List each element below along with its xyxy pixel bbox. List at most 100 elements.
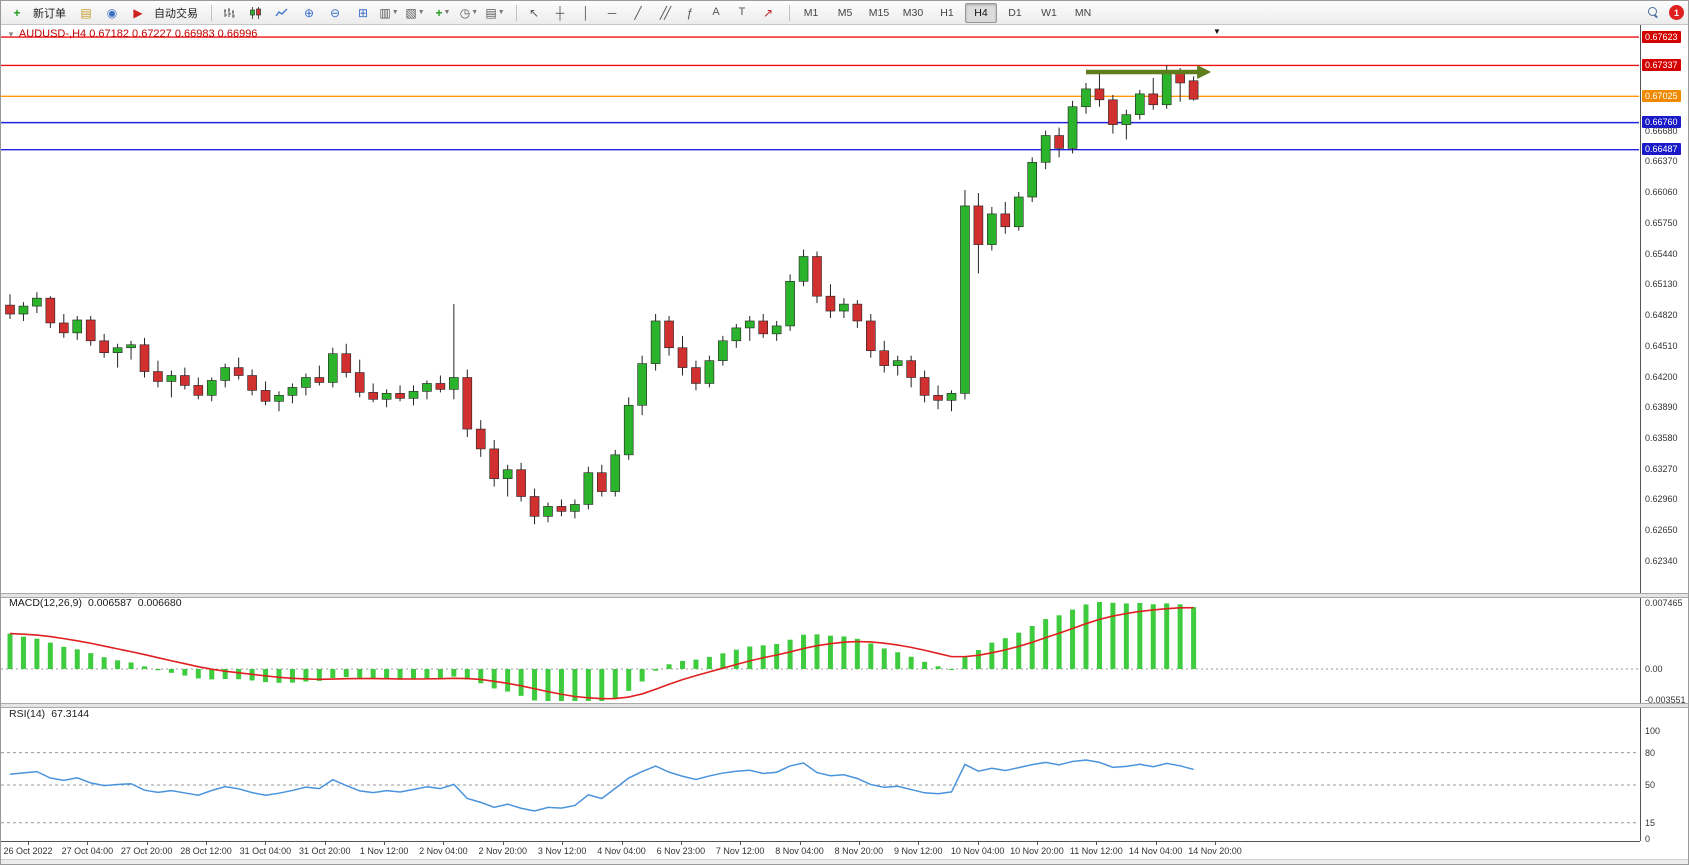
new-order-label[interactable]: 新订单 (33, 7, 66, 20)
toolbar-separator (516, 4, 517, 21)
timeframe-button-h4[interactable]: H4 (965, 2, 997, 23)
panel-divider[interactable] (1, 703, 1688, 708)
price-axis-label: 0.65750 (1645, 217, 1678, 228)
price-axis-label: 0.62960 (1645, 494, 1678, 505)
trend-arrow-head (1197, 65, 1212, 80)
profiles-icon: ▧ (405, 5, 417, 20)
toolbar-right-group: 1 (1641, 3, 1686, 22)
vertical-line-icon: │ (582, 5, 590, 20)
autotrading-button[interactable]: ▶ (126, 3, 150, 22)
time-axis-tick (621, 842, 623, 845)
collapse-arrow-icon[interactable]: ▼ (7, 29, 15, 39)
time-axis-tick (502, 842, 504, 845)
time-axis-tick (740, 842, 742, 845)
candlestick-icon (249, 6, 261, 19)
tile-windows-button[interactable]: ⊞ (351, 3, 375, 22)
price-axis-label: 0.64510 (1645, 340, 1678, 351)
time-axis-tick (680, 842, 682, 845)
arrows-button[interactable]: ↗ (756, 3, 780, 22)
time-axis-tick (146, 842, 148, 845)
time-axis-tick (28, 842, 29, 845)
profiles-button[interactable]: ▧ ▼ (403, 3, 427, 22)
price-axis-label: 50 (1645, 780, 1656, 790)
chart-title: ▼ AUDUSD-,H4 0.67182 0.67227 0.66983 0.6… (7, 28, 257, 40)
timeframe-button-mn[interactable]: MN (1074, 6, 1092, 19)
vertical-line-button[interactable]: │ (574, 3, 598, 22)
timeframe-button-m15[interactable]: M15 (868, 6, 890, 19)
text-label-button[interactable]: T (730, 3, 754, 22)
horizontal-line-button[interactable]: ─ (600, 3, 624, 22)
time-axis[interactable]: 26 Oct 2022 27 Oct 04:00 27 Oct 20:00 28 Oc… (1, 841, 1640, 860)
scroll-to-end-icon[interactable]: ▼ (1213, 27, 1221, 36)
timeframe-button-m5[interactable]: M5 (837, 6, 853, 19)
market-watch-icon: ▤ (80, 5, 92, 20)
market-watch-button[interactable]: ▤ (74, 3, 98, 22)
time-axis-label: 6 Nov 23:00 (656, 846, 706, 856)
line-chart-type-button[interactable] (269, 3, 293, 22)
clock-icon: ◷ (459, 5, 471, 20)
new-order-icon: + (13, 5, 21, 20)
time-axis-tick (1215, 842, 1216, 845)
price-axis[interactable]: 0.66680 0.66370 0.66060 0.65750 0.65440 0.651… (1640, 25, 1688, 844)
timeframe-row: M1 M5 M15 M30 H1 H4 D1 W1 MN (795, 2, 1099, 23)
time-axis-tick (87, 842, 89, 845)
caret-down-icon: ▼ (443, 9, 451, 16)
time-axis-label: 2 Nov 04:00 (419, 846, 468, 856)
new-chart-button[interactable]: ▥ ▼ (377, 3, 401, 22)
rsi-label: RSI(14) (9, 708, 46, 720)
channel-button[interactable]: ╱╱ (652, 3, 676, 22)
time-axis-tick (324, 842, 326, 845)
time-axis-label: 28 Oct 12:00 (180, 846, 232, 856)
autotrading-label[interactable]: 自动交易 (154, 7, 198, 20)
caret-down-icon: ▼ (471, 9, 479, 16)
periods-button[interactable]: ◷ ▼ (457, 3, 481, 22)
time-axis-label: 10 Nov 20:00 (1010, 846, 1064, 856)
indicators-button[interactable]: + ▼ (431, 3, 455, 22)
panel-divider[interactable] (1, 593, 1688, 598)
bar-chart-type-button[interactable] (217, 3, 241, 22)
trendline-button[interactable]: ╱ (626, 3, 650, 22)
price-level-chip: 0.67025 (1642, 89, 1681, 102)
price-axis-label: 0.64820 (1645, 310, 1678, 321)
zoom-out-icon: ⊖ (329, 5, 341, 20)
price-axis-label: 15 (1645, 817, 1656, 828)
price-axis-label: -0.003551 (1645, 695, 1686, 706)
zoom-out-button[interactable]: ⊖ (323, 3, 347, 22)
price-axis-label: 0.00 (1645, 664, 1663, 674)
text-button[interactable]: A (704, 3, 728, 22)
timeframe-button-m30[interactable]: M30 (902, 6, 924, 19)
templates-button[interactable]: ▤ ▼ (483, 3, 507, 22)
time-axis-tick (858, 842, 860, 845)
price-axis-label: 0.63270 (1645, 463, 1678, 474)
time-axis-label: 2 Nov 20:00 (478, 846, 528, 856)
price-axis-label: 0.66680 (1645, 125, 1678, 136)
rsi-label-row: RSI(14) 67.3144 (9, 708, 89, 720)
price-axis-label: 0.66060 (1645, 187, 1678, 198)
notification-badge[interactable]: 1 (1669, 5, 1684, 20)
terminal-button[interactable]: ◉ (100, 3, 124, 22)
timeframe-button-m1[interactable]: M1 (803, 6, 819, 19)
rsi-value: 67.3144 (51, 708, 90, 720)
candlestick-type-button[interactable] (243, 3, 267, 22)
fibonacci-button[interactable]: ƒ (678, 3, 702, 22)
time-axis-tick (1155, 842, 1157, 845)
crosshair-button[interactable]: ┼ (548, 3, 572, 22)
time-axis-label: 7 Nov 12:00 (715, 846, 765, 856)
cursor-button[interactable]: ↖ (522, 3, 546, 22)
timeframe-button-w1[interactable]: W1 (1041, 6, 1057, 19)
price-axis-label: 0.63890 (1645, 402, 1678, 413)
new-order-button[interactable]: + (5, 3, 29, 22)
timeframe-button-d1[interactable]: D1 (1008, 6, 1022, 19)
search-button[interactable] (1641, 3, 1665, 22)
zoom-in-icon: ⊕ (303, 5, 315, 20)
time-axis-label: 31 Oct 20:00 (298, 846, 351, 856)
candles-series (5, 65, 1199, 525)
toolbar-separator (211, 4, 212, 21)
caret-down-icon: ▼ (417, 9, 425, 16)
search-icon (1647, 7, 1659, 19)
time-axis-tick (1036, 842, 1038, 845)
timeframe-button-h1[interactable]: H1 (940, 6, 954, 19)
template-icon: ▤ (485, 5, 497, 20)
zoom-in-button[interactable]: ⊕ (297, 3, 321, 22)
